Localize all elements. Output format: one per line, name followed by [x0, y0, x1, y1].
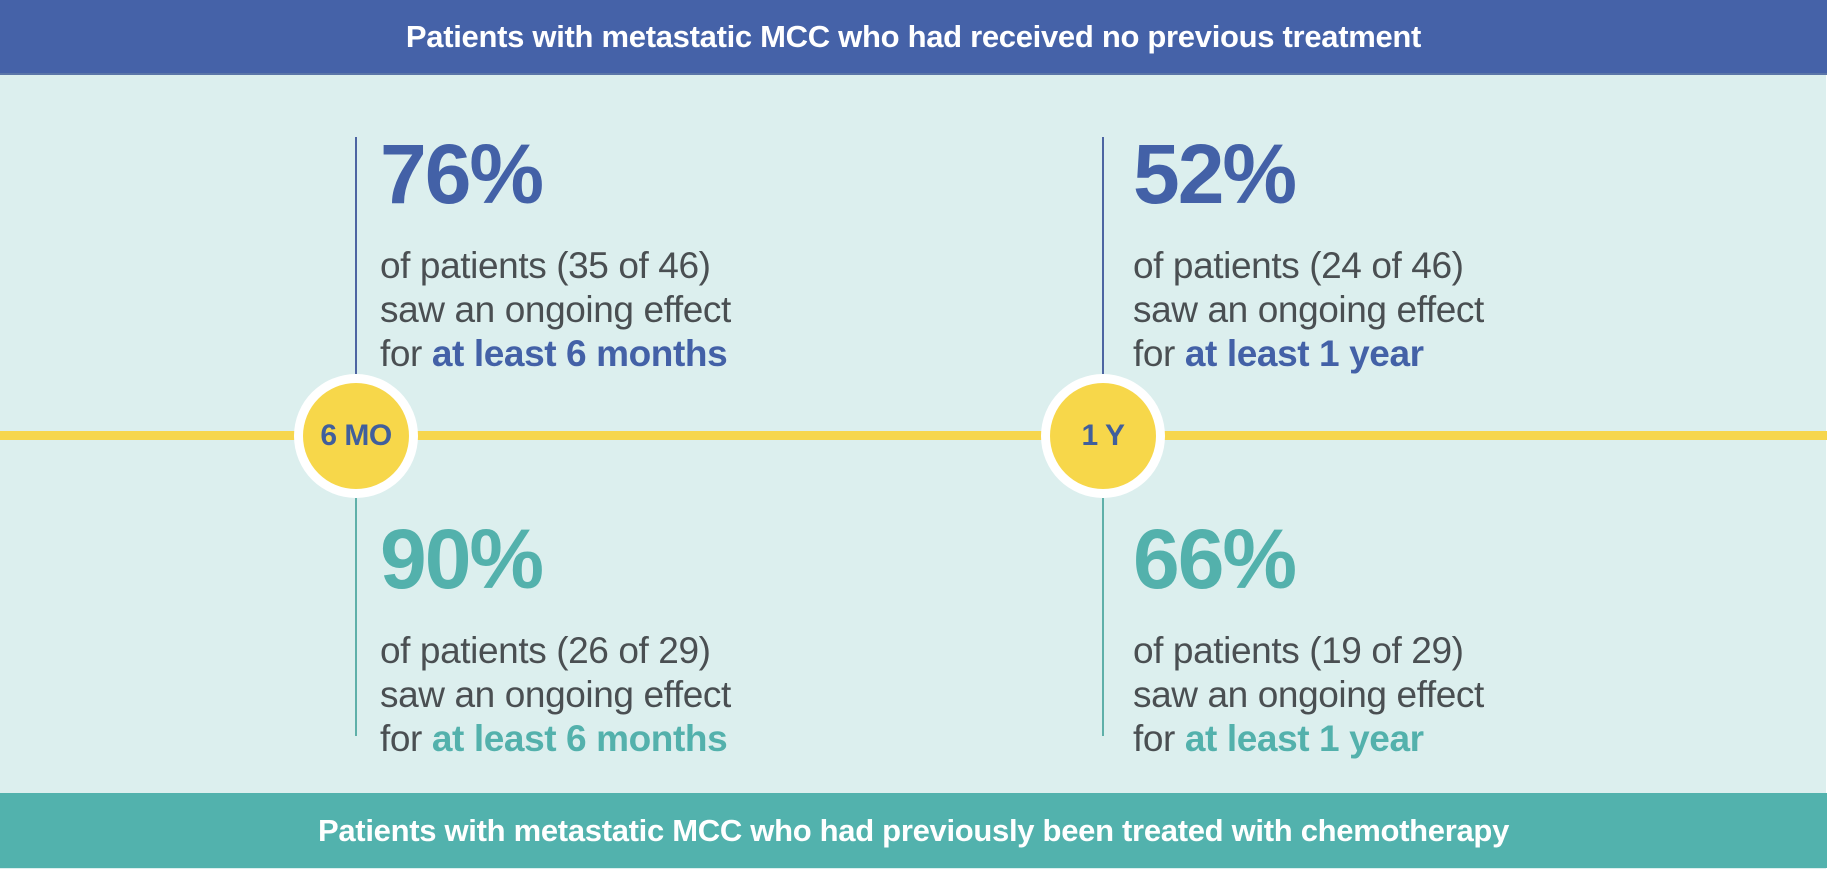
chemo-group-title: Patients with metastatic MCC who had pre…: [317, 812, 1510, 848]
stat-desc-line: saw an ongoing effect: [1133, 289, 1484, 330]
stat-desc-line: of patients (24 of 46): [1133, 245, 1464, 286]
stat-desc-line: for at least 1 year: [1133, 717, 1613, 761]
stat-percent: 52%: [1133, 127, 1297, 221]
stat-untreated-1y: 52% of patients (24 of 46) saw an ongoin…: [1133, 132, 1613, 376]
stat-desc-prefix: for: [1133, 718, 1185, 759]
chemo-group-banner: Patients with metastatic MCC who had pre…: [0, 793, 1827, 868]
stat-desc-line: for at least 1 year: [1133, 332, 1613, 376]
connector-line-6mo-top: [355, 137, 357, 374]
stat-desc-line: saw an ongoing effect: [1133, 674, 1484, 715]
stat-chemo-1y: 66% of patients (19 of 29) saw an ongoin…: [1133, 517, 1613, 761]
stat-desc-prefix: for: [1133, 333, 1185, 374]
stat-percent: 76%: [380, 127, 544, 221]
marker-label-1y: 1 Y: [1050, 383, 1156, 489]
stat-desc-prefix: for: [380, 718, 432, 759]
timeline-bar: [0, 431, 1827, 440]
stat-duration-emphasis: at least 1 year: [1184, 718, 1424, 759]
stat-duration-emphasis: at least 1 year: [1184, 333, 1424, 374]
stat-chemo-6mo: 90% of patients (26 of 29) saw an ongoin…: [380, 517, 860, 761]
stat-desc-line: of patients (26 of 29): [380, 630, 711, 671]
timeline-marker-6mo: 6 MO: [294, 374, 418, 498]
untreated-group-title: Patients with metastatic MCC who had rec…: [405, 18, 1422, 54]
stat-desc-line: for at least 6 months: [380, 332, 860, 376]
stat-description: of patients (24 of 46) saw an ongoing ef…: [1133, 244, 1613, 376]
connector-line-6mo-bottom: [355, 498, 357, 736]
stat-percent: 66%: [1133, 512, 1297, 606]
stat-desc-line: saw an ongoing effect: [380, 289, 731, 330]
stat-percent: 90%: [380, 512, 544, 606]
marker-label-6mo: 6 MO: [303, 383, 409, 489]
stat-description: of patients (35 of 46) saw an ongoing ef…: [380, 244, 860, 376]
stat-desc-prefix: for: [380, 333, 432, 374]
stat-description: of patients (19 of 29) saw an ongoing ef…: [1133, 629, 1613, 761]
stat-desc-line: for at least 6 months: [380, 717, 860, 761]
stat-duration-emphasis: at least 6 months: [431, 718, 728, 759]
untreated-group-banner: Patients with metastatic MCC who had rec…: [0, 0, 1827, 75]
stat-desc-line: of patients (19 of 29): [1133, 630, 1464, 671]
stat-desc-line: of patients (35 of 46): [380, 245, 711, 286]
connector-line-1y-top: [1102, 137, 1104, 374]
timeline-marker-1y: 1 Y: [1041, 374, 1165, 498]
connector-line-1y-bottom: [1102, 498, 1104, 736]
stat-desc-line: saw an ongoing effect: [380, 674, 731, 715]
stat-untreated-6mo: 76% of patients (35 of 46) saw an ongoin…: [380, 132, 860, 376]
stat-description: of patients (26 of 29) saw an ongoing ef…: [380, 629, 860, 761]
stat-duration-emphasis: at least 6 months: [431, 333, 728, 374]
